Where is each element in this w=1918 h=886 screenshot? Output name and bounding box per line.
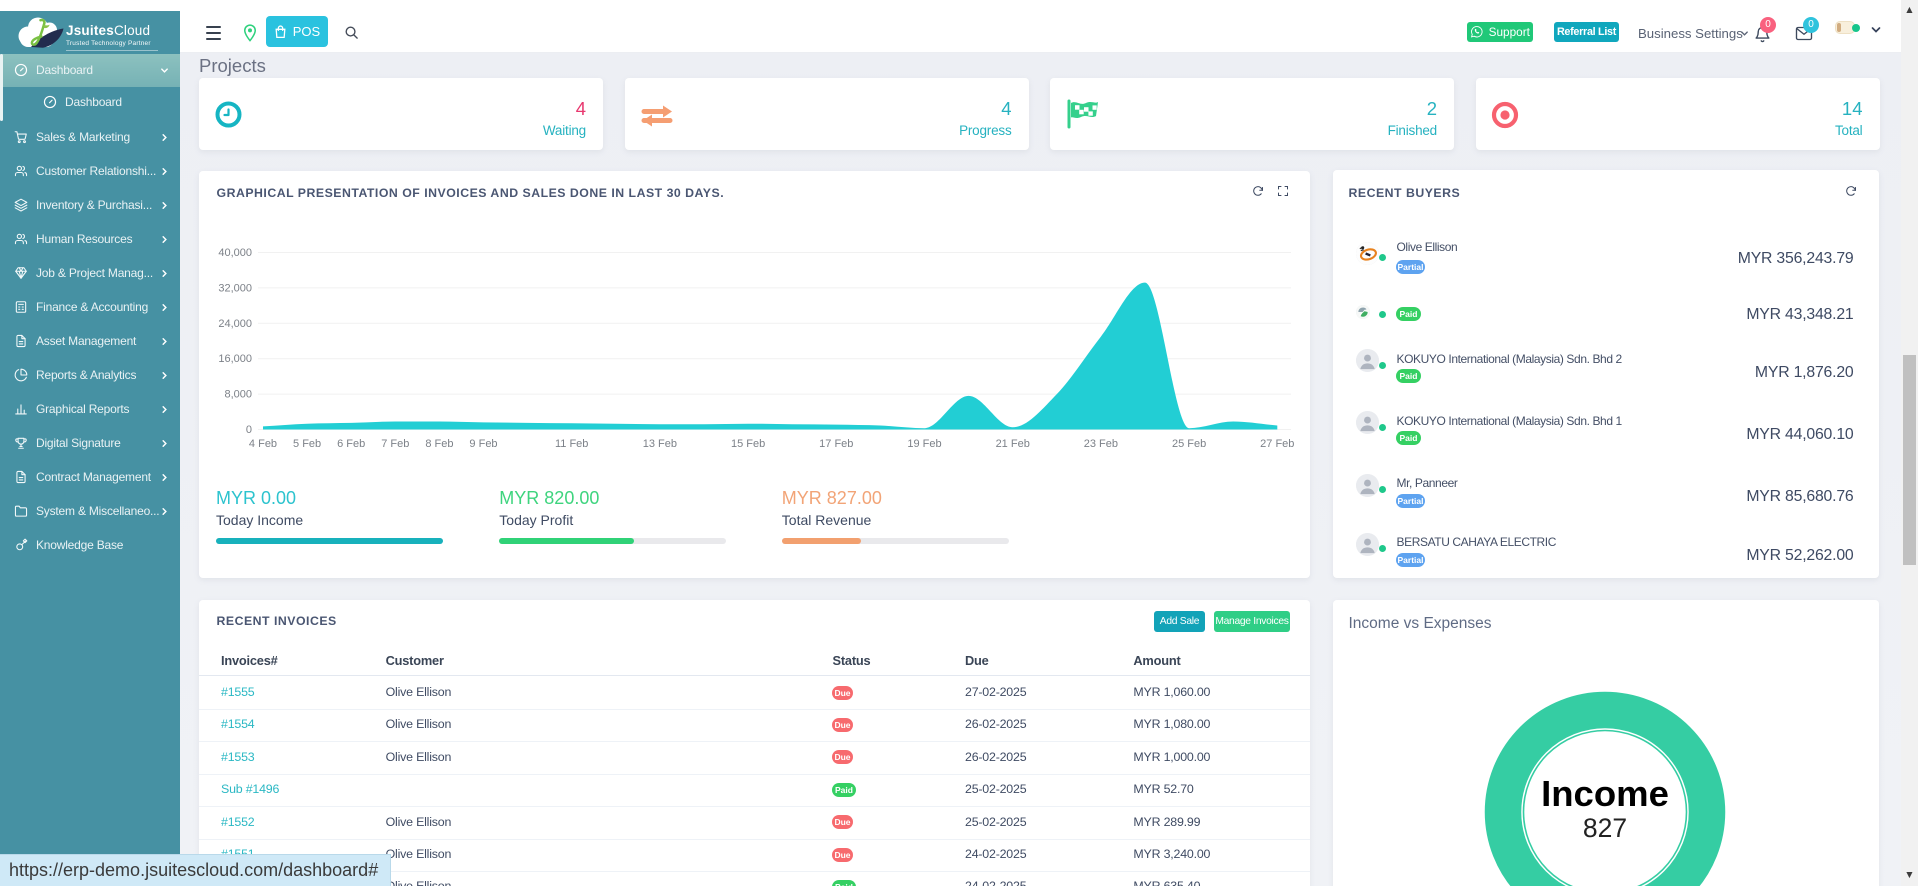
svg-text:13 Feb: 13 Feb — [643, 438, 677, 450]
svg-text:8 Feb: 8 Feb — [425, 438, 453, 450]
svg-text:21 Feb: 21 Feb — [996, 438, 1030, 450]
svg-text:9 Feb: 9 Feb — [469, 438, 497, 450]
svg-text:4 Feb: 4 Feb — [249, 438, 277, 450]
svg-text:827: 827 — [1582, 813, 1626, 843]
svg-text:23 Feb: 23 Feb — [1084, 438, 1118, 450]
svg-text:25 Feb: 25 Feb — [1172, 438, 1206, 450]
svg-text:7 Feb: 7 Feb — [381, 438, 409, 450]
svg-text:27 Feb: 27 Feb — [1260, 438, 1294, 450]
svg-text:0: 0 — [246, 424, 252, 436]
svg-text:40,000: 40,000 — [218, 247, 252, 259]
svg-text:17 Feb: 17 Feb — [819, 438, 853, 450]
svg-text:8,000: 8,000 — [224, 388, 252, 400]
svg-text:11 Feb: 11 Feb — [555, 438, 588, 450]
svg-text:32,000: 32,000 — [218, 282, 252, 294]
svg-text:6 Feb: 6 Feb — [337, 438, 365, 450]
svg-text:19 Feb: 19 Feb — [907, 438, 941, 450]
svg-text:5 Feb: 5 Feb — [293, 438, 321, 450]
svg-text:15 Feb: 15 Feb — [731, 438, 765, 450]
svg-text:Income: Income — [1541, 773, 1669, 814]
svg-text:16,000: 16,000 — [218, 353, 252, 365]
svg-text:24,000: 24,000 — [218, 317, 252, 329]
